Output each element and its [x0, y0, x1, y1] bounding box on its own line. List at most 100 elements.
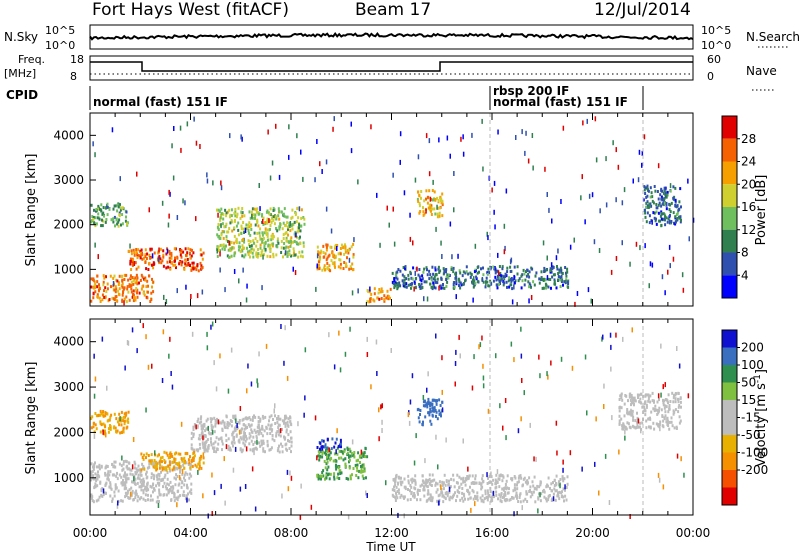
- data-cell-power-data: [291, 227, 294, 231]
- data-cell-vel-data: [530, 490, 533, 494]
- data-cell-vel-data: [255, 436, 258, 440]
- noise-cell-vel-data: [556, 450, 558, 456]
- data-cell-power-data: [222, 243, 225, 247]
- data-cell-power-data: [511, 278, 514, 282]
- data-cell-vel-data: [217, 442, 220, 446]
- data-cell-vel-data: [155, 484, 158, 488]
- data-cell-vel-data: [227, 444, 230, 448]
- noise-cell-vel-data: [223, 456, 225, 462]
- noise-cell-power-data: [220, 223, 222, 229]
- data-cell-power-data: [393, 279, 396, 283]
- noise-cell-power-data: [486, 231, 488, 237]
- data-cell-vel-data: [169, 452, 171, 456]
- data-cell-vel-data: [428, 410, 431, 414]
- data-cell-vel-data: [397, 488, 400, 492]
- data-cell-power-data: [263, 231, 266, 235]
- noise-cell-vel-data: [510, 341, 513, 347]
- data-cell-power-data: [145, 285, 148, 289]
- noise-cell-power-data: [262, 254, 264, 260]
- data-cell-power-data: [434, 273, 437, 277]
- data-cell-vel-data: [409, 484, 412, 487]
- data-cell-power-data: [556, 265, 558, 268]
- data-cell-power-data: [189, 248, 192, 252]
- noise-cell-vel-data: [253, 450, 255, 456]
- data-cell-power-data: [243, 231, 246, 234]
- data-cell-power-data: [429, 273, 432, 277]
- data-cell-vel-data: [130, 468, 133, 472]
- data-cell-power-data: [566, 267, 569, 271]
- noise-cell-vel-data: [129, 491, 132, 497]
- data-cell-vel-data: [234, 426, 237, 430]
- noise-cell-power-data: [251, 213, 253, 219]
- data-cell-vel-data: [221, 429, 224, 432]
- data-cell-power-data: [146, 279, 149, 283]
- data-cell-power-data: [476, 279, 479, 283]
- data-cell-power-data: [658, 219, 661, 223]
- noise-cell-vel-data: [378, 436, 380, 442]
- noise-cell-power-data: [667, 269, 669, 275]
- noise-cell-power-data: [521, 129, 523, 135]
- data-cell-power-data: [516, 265, 519, 269]
- data-cell-vel-data: [429, 410, 432, 414]
- data-cell-vel-data: [192, 459, 195, 462]
- data-cell-power-data: [258, 234, 261, 238]
- data-cell-power-data: [123, 286, 126, 290]
- data-cell-power-data: [495, 278, 498, 282]
- noise-cell-vel-data: [215, 386, 218, 392]
- data-cell-vel-data: [516, 496, 518, 500]
- data-cell-vel-data: [166, 471, 169, 475]
- noise-cell-vel-data: [473, 354, 475, 360]
- data-cell-vel-data: [496, 481, 499, 484]
- data-cell-vel-data: [180, 465, 182, 469]
- data-cell-power-data: [251, 251, 254, 255]
- data-cell-vel-data: [325, 462, 328, 466]
- data-cell-vel-data: [440, 414, 442, 418]
- data-cell-power-data: [116, 209, 119, 213]
- data-cell-vel-data: [505, 479, 508, 483]
- data-cell-vel-data: [276, 420, 279, 424]
- data-cell-vel-data: [158, 493, 161, 497]
- data-cell-power-data: [430, 285, 433, 289]
- noise-cell-vel-data: [513, 511, 515, 517]
- noise-cell-power-data: [641, 150, 644, 156]
- noise-cell-power-data: [638, 149, 641, 155]
- data-cell-vel-data: [136, 470, 139, 474]
- noise-cell-vel-data: [289, 470, 291, 476]
- data-cell-power-data: [243, 246, 246, 250]
- noise-cell-vel-data: [195, 424, 197, 430]
- nsky-series: [89, 31, 694, 41]
- data-cell-power-data: [137, 248, 140, 252]
- data-cell-vel-data: [136, 499, 139, 503]
- data-cell-vel-data: [436, 499, 439, 503]
- noise-cell-vel-data: [376, 371, 378, 376]
- noise-cell-power-data: [271, 160, 274, 166]
- data-cell-vel-data: [285, 447, 288, 451]
- data-cell-power-data: [272, 209, 275, 212]
- data-cell-power-data: [669, 203, 672, 207]
- noise-cell-vel-data: [178, 474, 181, 480]
- data-cell-vel-data: [183, 483, 186, 487]
- noise-cell-vel-data: [360, 449, 363, 455]
- data-cell-vel-data: [109, 483, 112, 487]
- data-cell-vel-data: [164, 460, 166, 464]
- data-cell-power-data: [659, 214, 662, 218]
- data-cell-power-data: [224, 208, 227, 212]
- data-cell-vel-data: [406, 498, 409, 502]
- data-cell-vel-data: [649, 394, 652, 398]
- data-cell-vel-data: [204, 441, 207, 444]
- data-cell-vel-data: [524, 497, 527, 501]
- data-cell-vel-data: [269, 432, 272, 435]
- noise-cell-vel-data: [286, 375, 289, 381]
- data-cell-vel-data: [268, 415, 271, 419]
- noise-cell-power-data: [497, 129, 499, 135]
- data-cell-vel-data: [447, 483, 450, 487]
- data-cell-power-data: [217, 208, 220, 212]
- noise-cell-vel-data: [504, 398, 507, 403]
- data-cell-vel-data: [449, 495, 452, 499]
- nave-label: Nave: [746, 64, 777, 78]
- data-cell-power-data: [261, 231, 264, 235]
- data-cell-power-data: [235, 241, 238, 245]
- noise-cell-vel-data: [390, 348, 392, 353]
- noise-cell-vel-data: [535, 456, 537, 462]
- data-cell-power-data: [397, 285, 400, 289]
